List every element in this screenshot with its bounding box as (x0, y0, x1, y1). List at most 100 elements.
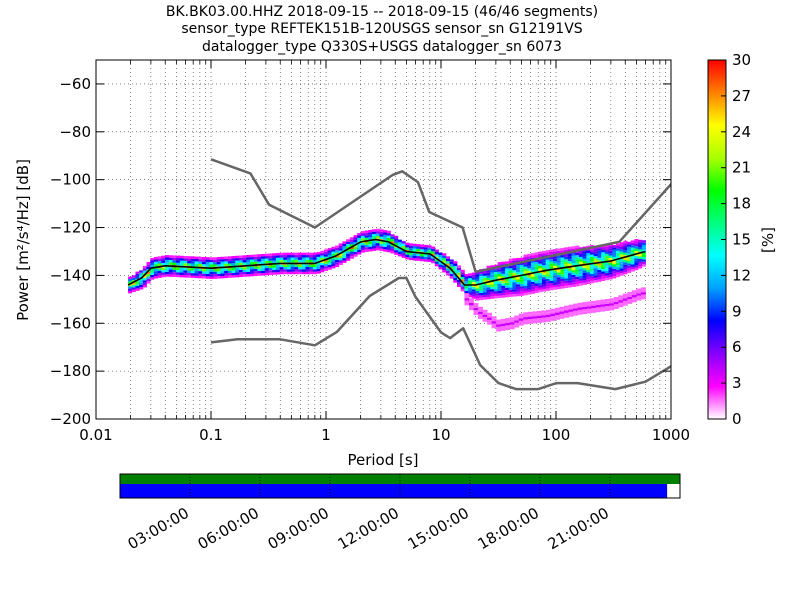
y-tick-label: −60 (59, 75, 91, 93)
psd-cell (246, 255, 251, 258)
psd-cell (541, 320, 547, 323)
psd-cell (327, 262, 332, 265)
psd-cell (619, 251, 624, 255)
psd-cell (590, 266, 595, 269)
psd-cell (505, 292, 510, 295)
psd-cell (323, 268, 329, 271)
psd-cell (246, 274, 251, 277)
psd-cell (604, 277, 609, 281)
psd-cell (597, 267, 602, 270)
nhnm-line (210, 158, 671, 274)
psd-cell (150, 262, 155, 266)
psd-cell (527, 316, 533, 320)
psd-cell (541, 317, 547, 321)
psd-cell (401, 253, 406, 256)
psd-cell (383, 232, 388, 235)
psd-cell (464, 278, 469, 282)
psd-cell (471, 282, 476, 285)
psd-cell (323, 261, 329, 264)
psd-cell (342, 253, 347, 256)
psd-cell (464, 298, 470, 301)
psd-cell (586, 279, 591, 282)
psd-cell (349, 237, 354, 240)
psd-cell (312, 252, 317, 256)
psd-cell (532, 311, 538, 314)
psd-cell (153, 256, 159, 260)
psd-cell (390, 234, 395, 237)
psd-cell (530, 277, 536, 280)
psd-cell (618, 297, 624, 301)
psd-cell (401, 243, 406, 246)
psd-cell (194, 268, 199, 271)
psd-cell (209, 271, 214, 275)
psd-cell (571, 255, 576, 259)
psd-cell (128, 290, 133, 294)
psd-cell (604, 275, 609, 278)
psd-cell (168, 260, 173, 263)
psd-cell (486, 265, 491, 269)
psd-cell (213, 257, 218, 260)
psd-cell (157, 268, 162, 271)
psd-cell (394, 247, 399, 251)
psd-cell (593, 268, 598, 271)
psd-cell (636, 298, 642, 301)
psd-cell (497, 262, 502, 265)
psd-cell (176, 258, 181, 261)
psd-cell (493, 286, 499, 289)
psd-cell (153, 273, 159, 277)
psd-cell (227, 258, 232, 262)
psd-cell (301, 259, 306, 263)
psd-cell (559, 313, 565, 317)
data-coverage-bar (120, 474, 680, 484)
psd-cell (468, 280, 473, 283)
psd-cell (309, 259, 314, 263)
psd-cell (575, 279, 580, 282)
psd-cell (327, 267, 332, 270)
psd-cell (479, 292, 484, 296)
psd-cell (275, 264, 280, 268)
psd-cell (575, 269, 580, 272)
psd-cell (416, 256, 421, 259)
psd-cell (368, 246, 373, 250)
psd-cell (560, 281, 565, 284)
psd-cell (464, 295, 470, 299)
psd-cell (527, 277, 532, 281)
x-tick-label: 0.1 (199, 426, 223, 444)
psd-cell (479, 283, 484, 286)
psd-cell (298, 255, 303, 258)
psd-cell (538, 258, 543, 262)
psd-cell (582, 260, 587, 264)
psd-cell (586, 267, 591, 270)
psd-cell (627, 244, 632, 247)
psd-cell (246, 269, 251, 272)
psd-cell (216, 264, 221, 267)
psd-cell (615, 274, 621, 278)
psd-cell (545, 286, 550, 289)
psd-cell (275, 267, 280, 270)
psd-cell (486, 270, 491, 273)
psd-cell (545, 250, 550, 253)
psd-cell (482, 297, 487, 300)
psd-cell (375, 228, 380, 232)
psd-cell (519, 283, 524, 287)
psd-cell (368, 229, 373, 233)
psd-cell (527, 275, 532, 278)
psd-cell (353, 237, 358, 240)
psd-cell (386, 235, 391, 238)
psd-cell (408, 248, 414, 251)
psd-cell (290, 267, 295, 270)
psd-cell (623, 245, 628, 248)
psd-cell (305, 259, 310, 263)
psd-cell (423, 256, 428, 260)
psd-cell (360, 231, 365, 234)
psd-cell (153, 271, 159, 274)
psd-cell (550, 318, 556, 321)
colorbar-tick-label: 24 (732, 123, 751, 141)
psd-cell (519, 264, 524, 268)
psd-cell (500, 328, 506, 331)
psd-cell (394, 235, 399, 239)
psd-cell (305, 271, 310, 275)
psd-cell (131, 275, 136, 278)
psd-cell (516, 265, 521, 268)
psd-cell (501, 278, 506, 281)
